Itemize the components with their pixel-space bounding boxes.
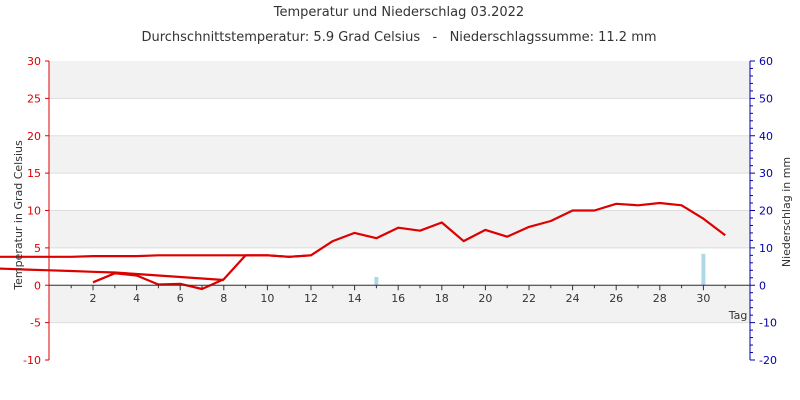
y-tick-label-right: 60 — [759, 55, 773, 68]
y-tick-label-right: 50 — [759, 92, 773, 105]
x-tick-label: 4 — [133, 292, 140, 305]
y-tick-label-left: -5 — [30, 317, 41, 330]
y-tick-label-left: 15 — [27, 167, 41, 180]
x-tick-label: 24 — [566, 292, 580, 305]
grid-lines — [49, 97, 750, 324]
x-tick-label: 10 — [260, 292, 274, 305]
x-tick-label: 22 — [522, 292, 536, 305]
precipitation-bar — [701, 253, 706, 286]
y-tick-label-right: 20 — [759, 205, 773, 218]
chart-title: Temperatur und Niederschlag 03.2022 — [273, 5, 524, 20]
x-tick-label: 18 — [435, 292, 449, 305]
y-tick-label-left: 30 — [27, 55, 41, 68]
y-tick-label-right: 30 — [759, 167, 773, 180]
x-tick-label: 20 — [478, 292, 492, 305]
temperature-line — [0, 267, 224, 282]
temperature-line — [92, 201, 726, 291]
temperature-lines — [0, 201, 726, 291]
y-tick-label-left: -10 — [23, 354, 41, 367]
x-tick-label: 8 — [220, 292, 227, 305]
precipitation-bar — [374, 277, 379, 286]
x-tick-label: 2 — [90, 292, 97, 305]
y-tick-label-left: 0 — [34, 279, 41, 292]
y-tick-label-left: 5 — [34, 242, 41, 255]
y-axis-right-label: Niederschlag in mm — [780, 157, 793, 267]
background-band — [49, 247, 750, 286]
y-tick-label-right: 0 — [759, 279, 766, 292]
y-tick-label-left: 20 — [27, 130, 41, 143]
y-tick-label-left: 10 — [27, 205, 41, 218]
y-tick-label-right: 10 — [759, 242, 773, 255]
x-tick-label: 6 — [177, 292, 184, 305]
plot-background — [49, 61, 750, 360]
y-tick-label-right: -20 — [759, 354, 777, 367]
background-band — [49, 61, 750, 99]
background-band — [49, 210, 750, 248]
background-band — [49, 98, 750, 136]
y-axis-left-label: Temperatur in Grad Celsius — [12, 140, 25, 291]
background-band — [49, 285, 750, 323]
x-tick-label: 12 — [304, 292, 318, 305]
y-tick-label-right: 40 — [759, 130, 773, 143]
y-tick-label-right: -10 — [759, 317, 777, 330]
background-band — [49, 135, 750, 174]
chart-subtitle: Durchschnittstemperatur: 5.9 Grad Celsiu… — [141, 30, 656, 45]
x-axis-label: Tag — [728, 309, 748, 322]
y-tick-label-left: 25 — [27, 92, 41, 105]
x-tick-label: 16 — [391, 292, 405, 305]
x-tick-label: 26 — [609, 292, 623, 305]
x-tick-label: 28 — [653, 292, 667, 305]
x-tick-label: 30 — [696, 292, 710, 305]
background-band — [49, 322, 750, 360]
precipitation-bars — [374, 253, 706, 286]
x-tick-label: 14 — [348, 292, 362, 305]
